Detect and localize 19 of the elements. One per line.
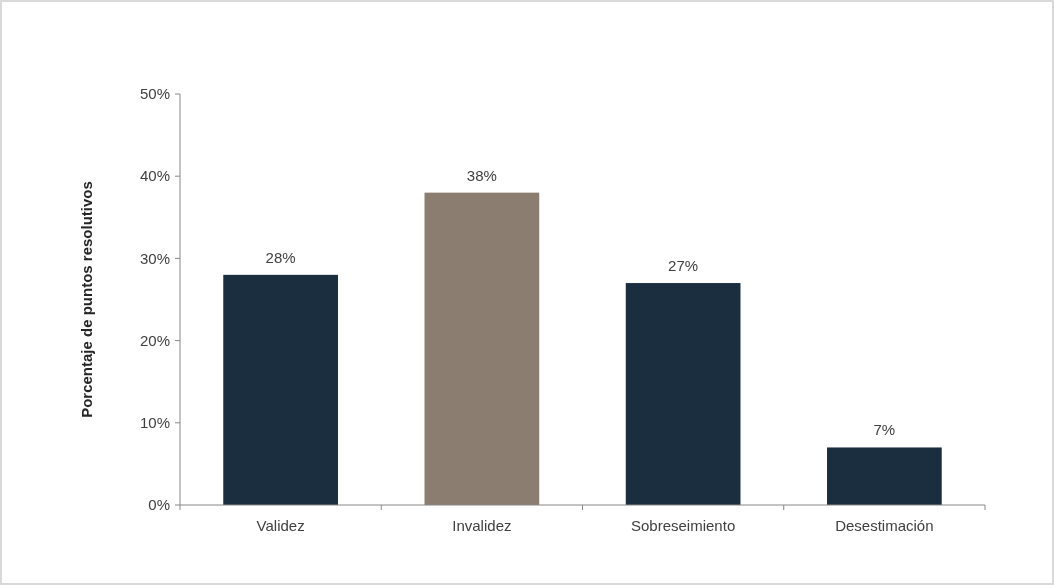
data-label: 27% [668,257,699,275]
y-tick-label: 10% [139,414,170,432]
data-label: 7% [873,421,896,439]
x-tick-label: Sobreseimiento [631,517,736,534]
y-axis-title: Porcentaje de puntos resolutivos [78,181,95,418]
y-tick-label: 0% [148,496,170,514]
bar [424,192,540,505]
x-tick-label: Validez [256,517,305,534]
y-tick-label: 50% [139,85,170,103]
y-tick-label: 40% [139,167,170,185]
x-tick-label: Invalidez [452,517,512,534]
bar [827,447,942,505]
y-tick-label: 30% [139,249,170,267]
bar [223,274,338,505]
y-tick-label: 20% [139,331,170,349]
bar [625,283,741,505]
data-label: 28% [265,248,296,266]
data-label: 38% [466,166,497,184]
x-tick-label: Desestimación [835,517,934,534]
